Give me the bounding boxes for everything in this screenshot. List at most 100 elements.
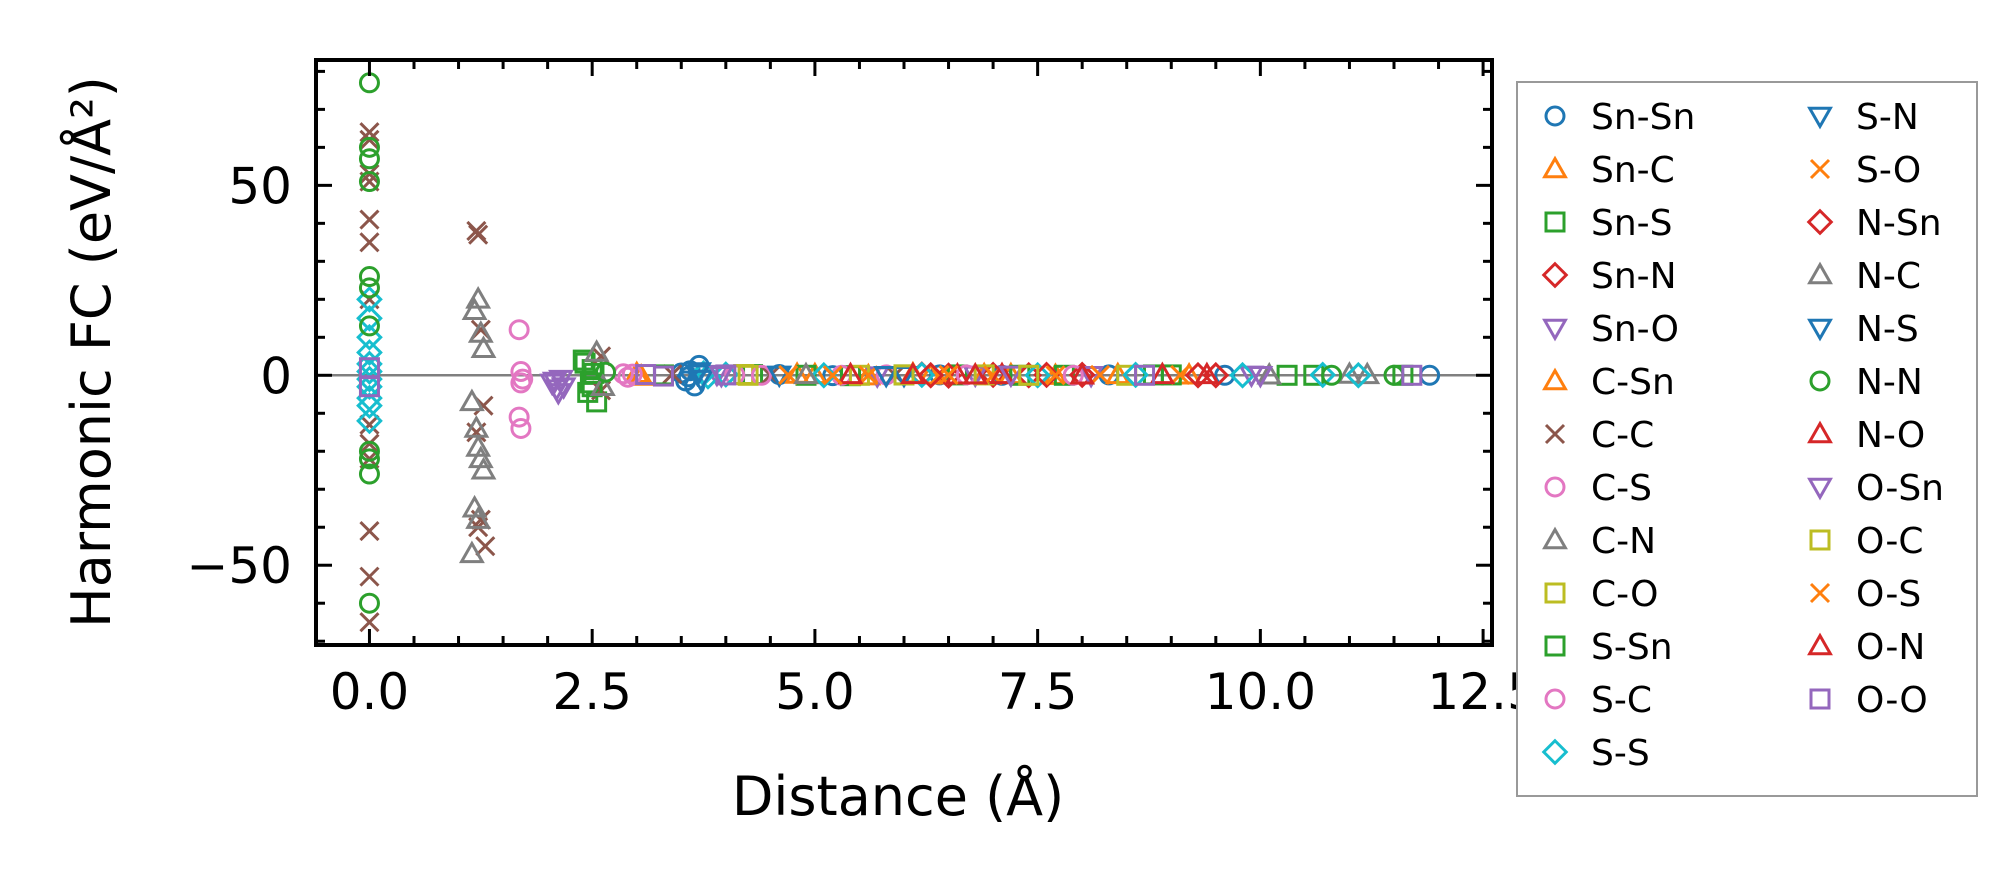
data-point	[1193, 361, 1220, 385]
legend-entry: Sn-C	[1542, 150, 1675, 191]
legend-marker	[1542, 155, 1568, 179]
data-point	[508, 406, 530, 428]
data-point	[1344, 361, 1372, 389]
data-point	[470, 335, 497, 358]
data-point	[962, 361, 989, 385]
legend-label: S-Sn	[1591, 627, 1673, 668]
legend-label: S-S	[1591, 733, 1650, 774]
data-point	[356, 392, 383, 420]
data-point	[359, 122, 380, 143]
legend-marker	[1809, 582, 1831, 604]
legend-marker	[1544, 635, 1566, 657]
legend-label: N-C	[1856, 256, 1921, 297]
data-point	[461, 297, 488, 320]
data-point	[1309, 361, 1337, 389]
data-point	[358, 136, 380, 158]
legend-entry: O-Sn	[1807, 468, 1944, 509]
data-point	[1184, 361, 1212, 389]
legend-marker	[1541, 261, 1569, 289]
series-S-O	[778, 364, 1111, 386]
y-tick-label: 0	[260, 347, 292, 405]
legend-marker	[1807, 420, 1833, 444]
legend-entry: C-O	[1544, 574, 1658, 615]
legend-marker	[1806, 208, 1834, 236]
data-point	[541, 371, 568, 395]
data-point	[938, 364, 959, 385]
data-point	[359, 232, 380, 253]
legend-marker	[1544, 688, 1566, 710]
data-point	[715, 364, 737, 386]
legend-label: N-Sn	[1856, 203, 1942, 244]
data-point	[358, 277, 380, 299]
x-tick-label: 0.0	[330, 663, 410, 721]
legend-marker	[1809, 370, 1831, 392]
data-point	[356, 407, 383, 435]
data-point	[1256, 361, 1283, 385]
data-point	[1247, 366, 1274, 389]
legend-entry: O-C	[1809, 521, 1923, 562]
legend-marker	[1544, 476, 1566, 498]
data-point	[1134, 364, 1156, 386]
data-point	[737, 364, 759, 386]
data-point	[359, 209, 380, 230]
data-point	[917, 361, 945, 389]
legend-entry: N-N	[1809, 362, 1923, 403]
legend-marker	[1541, 738, 1569, 766]
data-point	[358, 315, 380, 337]
data-point	[465, 506, 492, 529]
data-point	[356, 304, 383, 332]
legend-label: O-C	[1856, 521, 1923, 562]
legend-label: N-S	[1856, 309, 1919, 350]
data-point	[1149, 361, 1176, 385]
y-tick-label: 50	[228, 157, 292, 215]
data-point	[463, 415, 490, 438]
legend-marker	[1542, 318, 1568, 342]
data-point	[468, 224, 489, 245]
legend-label: Sn-C	[1591, 150, 1675, 191]
legend-marker	[1809, 688, 1831, 710]
data-point	[458, 388, 485, 412]
data-point	[1068, 361, 1096, 389]
legend-entry: S-Sn	[1544, 627, 1673, 668]
legend-entry: C-N	[1542, 521, 1656, 562]
data-point	[356, 323, 383, 351]
data-point	[858, 365, 879, 386]
legend-entry: N-S	[1807, 309, 1919, 350]
data-point	[589, 373, 616, 396]
legend-entry: N-O	[1807, 415, 1925, 456]
data-point	[550, 377, 577, 401]
data-point	[621, 363, 643, 385]
x-axis-label: Distance (Å)	[732, 764, 1064, 828]
legend-label: Sn-S	[1591, 203, 1673, 244]
series-N-N	[358, 72, 1405, 614]
series-O-O	[358, 357, 1423, 398]
data-point	[358, 148, 380, 170]
data-point	[359, 566, 380, 587]
legend-entry: O-O	[1809, 680, 1928, 721]
legend-entry: C-Sn	[1542, 362, 1675, 403]
legend-entry: C-C	[1544, 415, 1654, 456]
legend-entry: S-C	[1544, 680, 1652, 721]
legend-label: S-O	[1856, 150, 1921, 191]
legend-label: N-O	[1856, 415, 1925, 456]
legend-entry: S-S	[1541, 733, 1650, 774]
x-tick-label: 7.5	[998, 663, 1078, 721]
legend-marker	[1809, 529, 1831, 551]
legend-marker	[1544, 211, 1566, 233]
data-point	[359, 414, 380, 435]
legend-label: N-N	[1856, 362, 1923, 403]
data-point	[595, 361, 617, 383]
y-axis-label: Harmonic FC (eV/Å²)	[59, 76, 123, 628]
data-point	[1321, 364, 1343, 386]
legend-marker	[1807, 632, 1833, 656]
legend-label: O-O	[1856, 680, 1928, 721]
legend-entry: N-C	[1807, 256, 1921, 297]
legend-label: Sn-O	[1591, 309, 1679, 350]
legend-label: Sn-N	[1591, 256, 1677, 297]
data-point	[1018, 364, 1040, 386]
y-tick-label: −50	[186, 537, 292, 595]
data-point	[359, 612, 380, 633]
legend-entry: C-S	[1544, 468, 1652, 509]
legend-label: C-C	[1591, 415, 1654, 456]
data-point	[458, 540, 485, 564]
